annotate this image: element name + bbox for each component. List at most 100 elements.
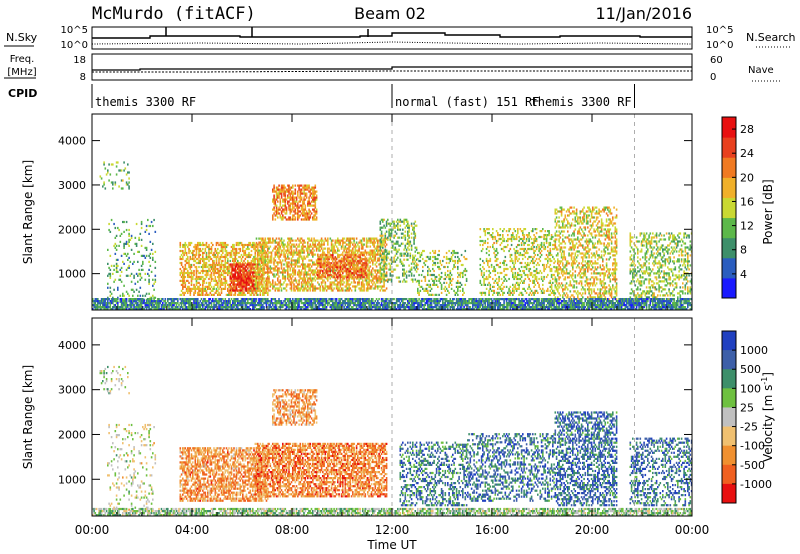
power-echo-cell <box>180 279 183 282</box>
power-echo-cell <box>543 275 545 279</box>
power-echo-cell <box>300 190 303 193</box>
power-echo-cell <box>350 264 353 267</box>
power-echo-cell <box>228 291 230 294</box>
power-echo-cell <box>197 247 199 251</box>
power-echo-cell <box>367 287 369 290</box>
power-echo-cell <box>287 283 289 286</box>
power-echo-cell <box>220 245 223 249</box>
power-echo-cell <box>255 281 258 284</box>
power-echo-cell <box>499 293 502 296</box>
power-echo-cell <box>519 237 522 241</box>
power-echo-cell <box>285 212 288 215</box>
power-echo-cell <box>413 258 415 261</box>
power-echo-cell <box>393 222 395 225</box>
power-echo-cell <box>479 291 482 294</box>
power-echo-cell <box>294 218 297 221</box>
power-echo-cell <box>520 265 523 269</box>
power-echo-cell <box>239 249 242 253</box>
power-echo-cell <box>199 277 202 281</box>
power-echo-cell <box>314 202 317 205</box>
power-echo-cell <box>123 220 125 224</box>
power-echo-cell <box>318 283 320 286</box>
power-echo-cell <box>278 261 280 264</box>
power-echo-cell <box>182 277 184 281</box>
power-echo-cell <box>295 247 298 250</box>
power-echo-cell <box>345 264 348 267</box>
power-echo-cell <box>142 262 144 265</box>
power-echo-cell <box>485 251 488 255</box>
power-echo-cell <box>278 281 280 284</box>
power-echo-cell <box>518 285 520 288</box>
power-echo-cell <box>137 280 139 283</box>
power-echo-cell <box>297 271 299 274</box>
power-echo-cell <box>242 279 244 282</box>
power-echo-cell <box>304 285 307 288</box>
power-echo-cell <box>318 249 320 252</box>
power-echo-cell <box>479 243 482 247</box>
power-echo-cell <box>513 247 515 251</box>
power-echo-cell <box>214 247 217 251</box>
power-echo-cell <box>180 249 183 253</box>
power-echo-cell <box>244 243 247 247</box>
power-echo-cell <box>297 204 299 207</box>
power-echo-cell <box>144 278 147 281</box>
power-echo-cell <box>208 269 210 273</box>
power-echo-cell <box>247 277 249 280</box>
power-echo-cell <box>215 259 218 263</box>
power-echo-cell <box>267 275 269 279</box>
power-echo-cell <box>385 220 388 223</box>
power-echo-cell <box>310 245 313 248</box>
power-echo-cell <box>338 260 340 263</box>
power-echo-cell <box>379 234 382 237</box>
power-echo-cell <box>288 204 290 207</box>
power-echo-cell <box>332 270 334 273</box>
power-echo-cell <box>317 265 319 268</box>
power-echo-cell <box>113 268 115 271</box>
power-echo-cell <box>330 245 333 248</box>
power-echo-cell <box>355 255 358 258</box>
power-echo-cell <box>227 289 229 292</box>
power-echo-cell <box>218 287 220 290</box>
power-echo-cell <box>250 263 253 266</box>
power-echo-cell <box>488 273 490 277</box>
power-echo-cell <box>248 263 250 266</box>
power-echo-cell <box>364 256 367 259</box>
power-echo-cell <box>355 249 358 252</box>
power-echo-cell <box>338 275 340 278</box>
power-echo-cell <box>255 289 258 292</box>
power-echo-cell <box>399 280 402 283</box>
power-echo-cell <box>283 267 285 270</box>
power-echo-cell <box>277 188 279 191</box>
power-echo-cell <box>215 287 218 290</box>
power-echo-cell <box>267 283 269 286</box>
power-echo-cell <box>283 184 285 187</box>
power-echo-cell <box>514 259 517 263</box>
power-echo-cell <box>275 273 278 276</box>
power-echo-cell <box>280 265 283 268</box>
power-echo-cell <box>202 269 204 273</box>
power-echo-cell <box>485 277 488 281</box>
power-echo-cell <box>345 268 348 271</box>
power-echo-cell <box>198 251 200 255</box>
power-echo-cell <box>225 267 228 271</box>
power-echo-cell <box>453 289 455 292</box>
power-echo-cell <box>195 269 198 273</box>
power-echo-cell <box>479 263 482 267</box>
power-echo-cell <box>238 283 240 286</box>
power-echo-cell <box>277 200 279 203</box>
power-echo-cell <box>203 281 205 284</box>
power-echo-cell <box>362 264 364 267</box>
power-echo-cell <box>188 285 190 288</box>
power-echo-cell <box>312 243 314 246</box>
power-echo-cell <box>320 253 323 256</box>
power-echo-cell <box>244 253 247 257</box>
power-echo-cell <box>360 274 363 277</box>
power-echo-cell <box>352 251 354 254</box>
power-echo-cell <box>120 266 123 269</box>
power-echo-cell <box>333 264 335 267</box>
power-echo-cell <box>535 263 538 267</box>
power-echo-cell <box>337 283 339 286</box>
power-echo-cell <box>264 243 267 246</box>
power-echo-cell <box>479 239 482 243</box>
power-echo-cell <box>497 232 499 235</box>
